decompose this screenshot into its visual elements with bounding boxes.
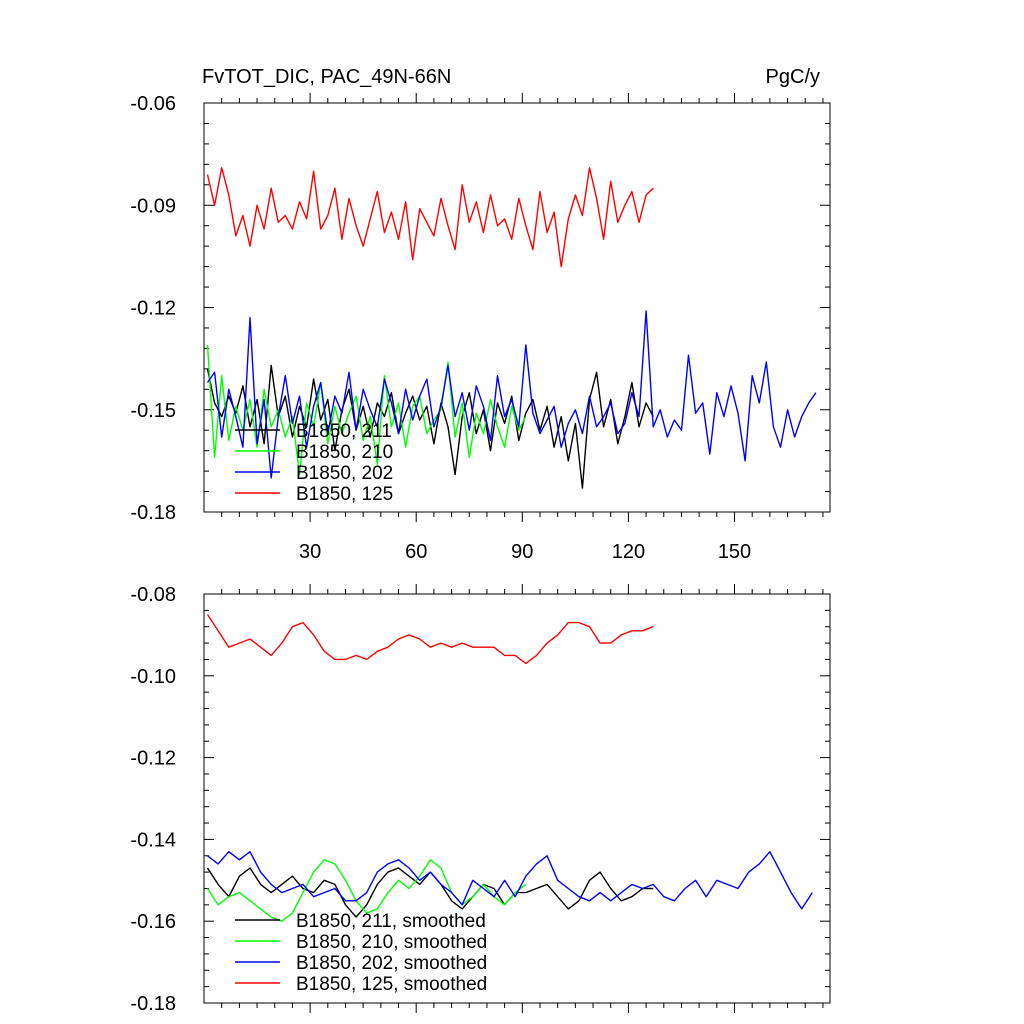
legend-label-1: B1850, 210, smoothed [296,932,487,953]
chart-title: FvTOT_DIC, PAC_49N-66N [202,66,451,88]
legend-label-3: B1850, 125 [296,484,393,505]
series-line-2 [207,851,813,910]
y-tick-label: -0.10 [130,666,176,688]
y-tick-label: -0.09 [130,195,176,217]
x-tick-label: 150 [718,541,751,563]
legend-label-2: B1850, 202, smoothed [296,953,487,974]
y-tick-label: -0.16 [130,911,176,933]
series-line-1 [206,859,527,922]
x-tick-label: 60 [405,541,427,563]
series-line-3 [206,614,654,665]
x-tick-label: 120 [612,541,645,563]
y-tick-label: -0.14 [130,829,176,851]
y-tick-label: -0.12 [130,298,176,320]
legend-label-2: B1850, 202 [296,463,393,484]
y-tick-label: -0.06 [130,93,176,115]
top-panel: FvTOT_DIC, PAC_49N-66N PgC/y -0.18 -0.15 -0.… [130,66,831,563]
legend-label-1: B1850, 210 [296,442,393,463]
plot-frame [203,593,831,1004]
legend-label-3: B1850, 125, smoothed [296,974,487,995]
legend-label-0: B1850, 211, smoothed [296,911,486,932]
series-line-0 [206,364,654,489]
y-tick-label: -0.18 [130,993,176,1015]
series-line-0 [206,867,654,918]
series-line-2 [206,310,817,479]
x-tick-label: 30 [299,541,321,563]
y-tick-label: -0.15 [130,400,176,422]
series-line-3 [206,167,654,268]
bottom-panel: -0.18 -0.16 -0.14 -0.12 -0.10 -0.08 B1850, 211… [130,584,831,1015]
y-tick-label: -0.18 [130,502,176,524]
y-tick-label: -0.12 [130,748,176,770]
units-label: PgC/y [766,66,820,88]
x-tick-label: 90 [511,541,533,563]
y-tick-label: -0.08 [130,584,176,606]
legend-label-0: B1850, 211 [296,421,392,442]
